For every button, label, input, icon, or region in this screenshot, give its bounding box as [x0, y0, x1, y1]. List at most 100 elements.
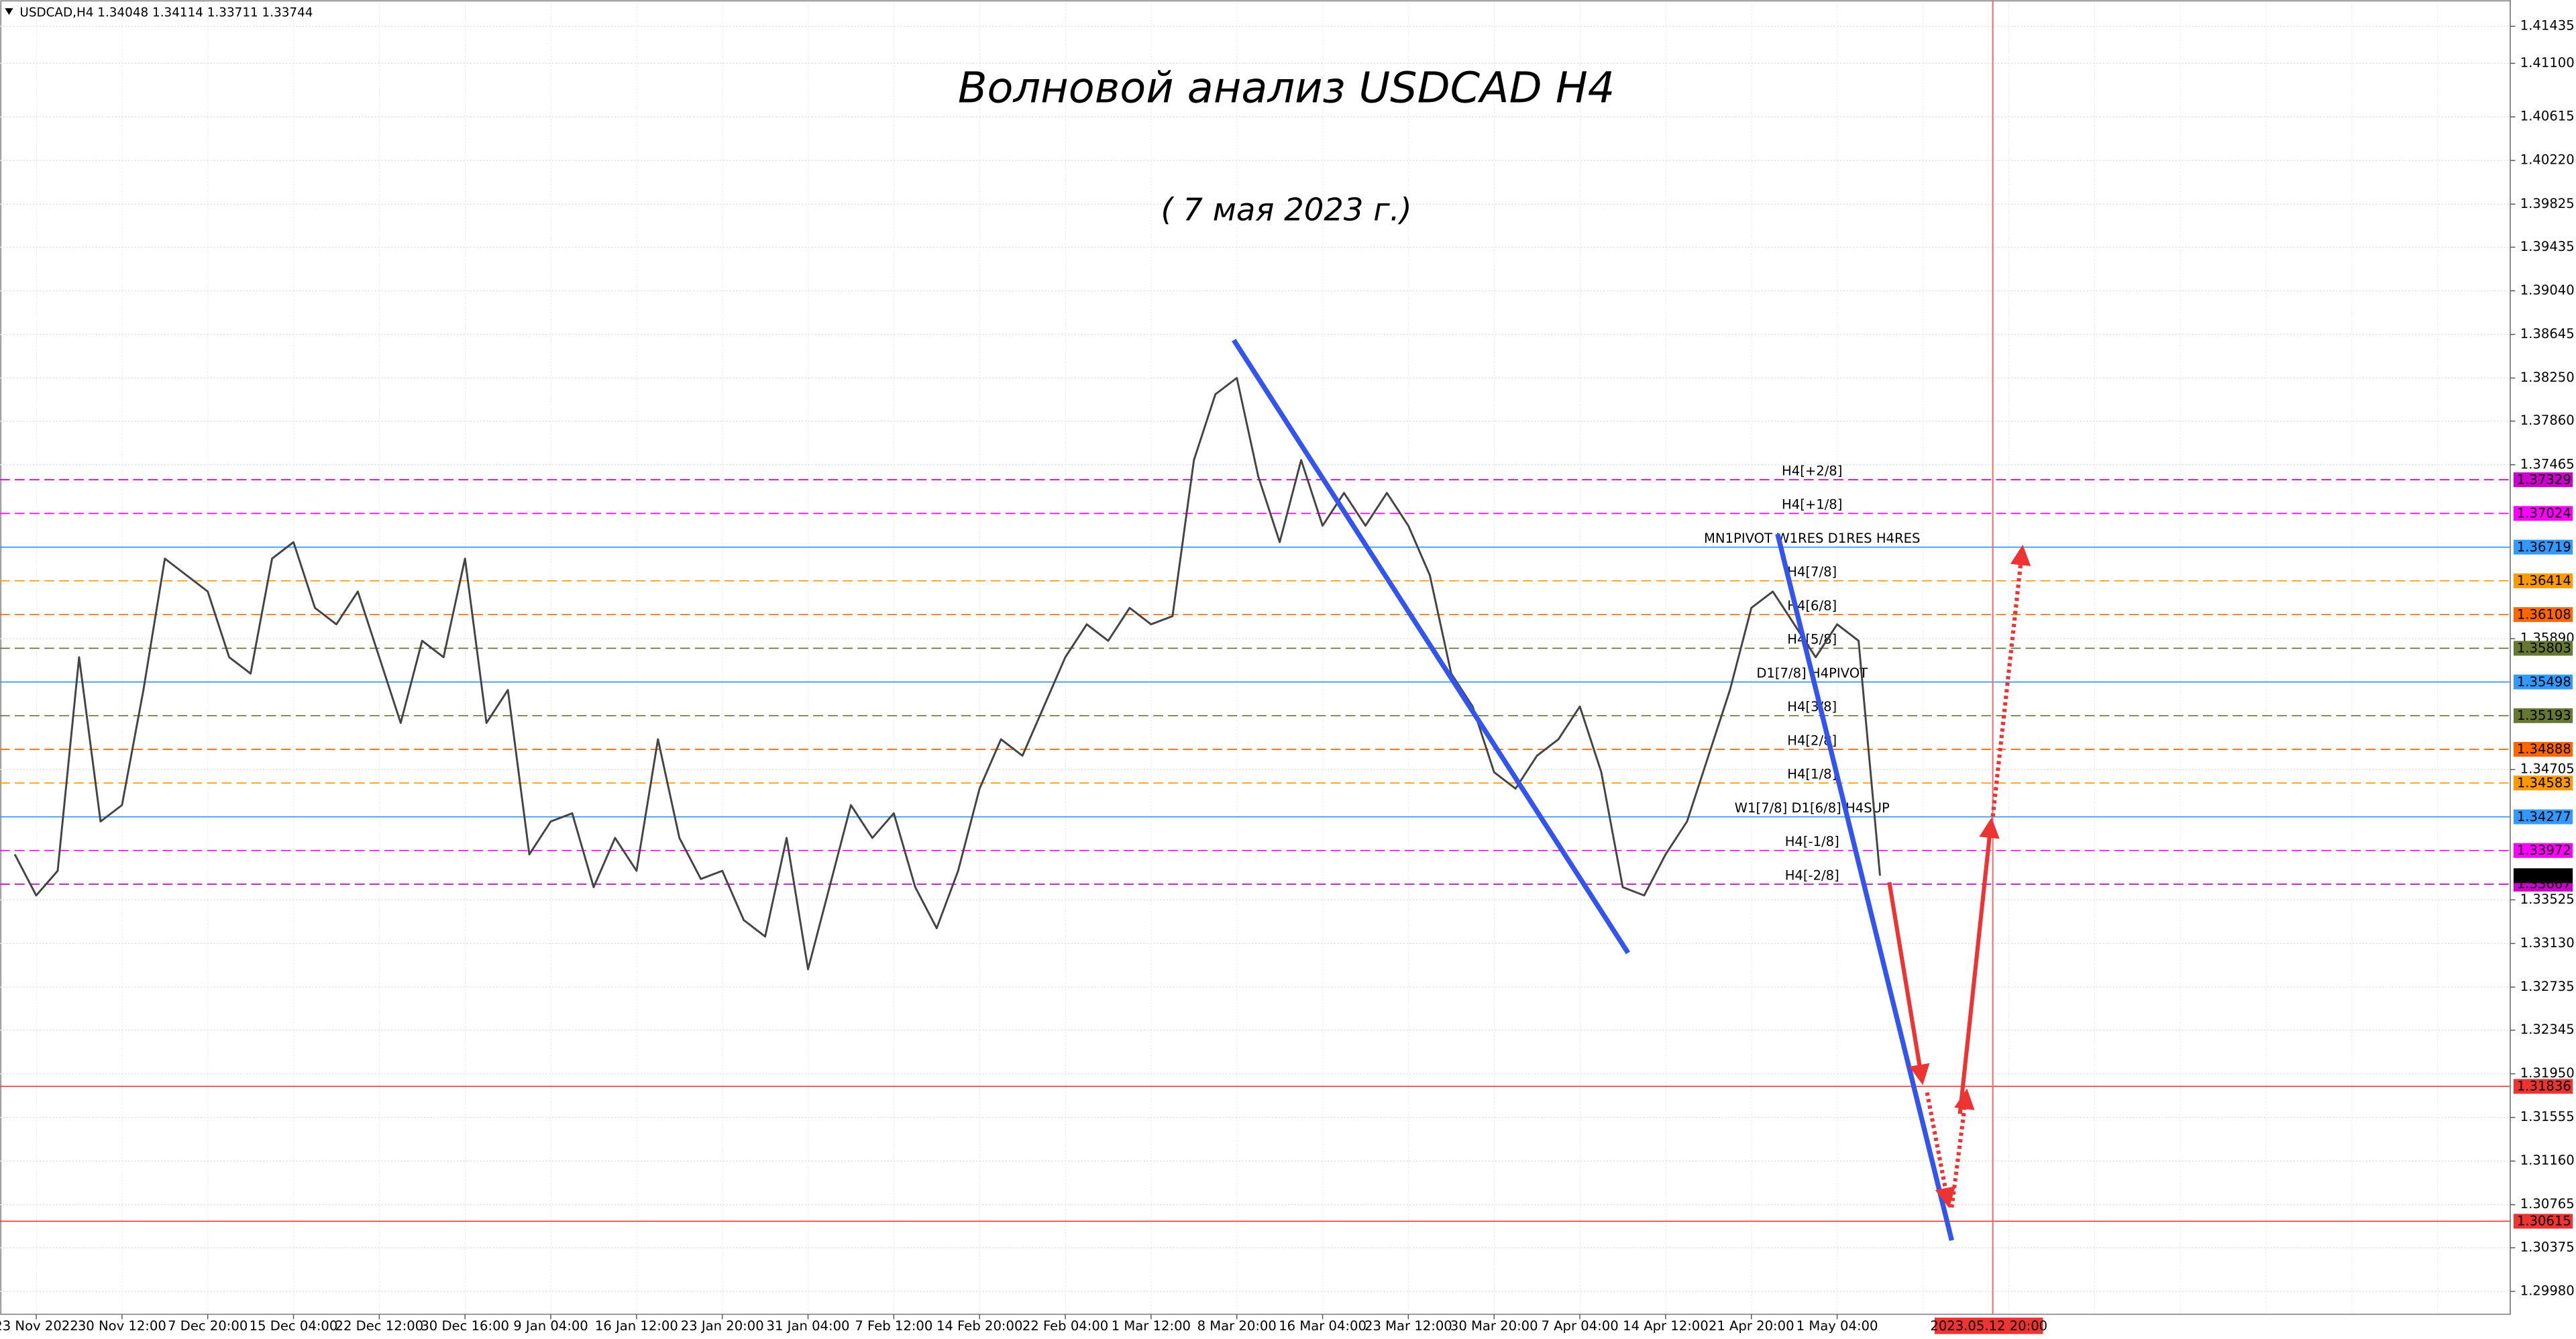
x-tick-label: 30 Dec 16:00 [421, 1318, 509, 1334]
x-tick-label: 16 Mar 04:00 [1279, 1318, 1366, 1334]
cursor-date-box [1934, 1318, 2043, 1334]
x-tick-label: 7 Apr 04:00 [1541, 1318, 1618, 1334]
x-tick-label: 7 Feb 12:00 [855, 1318, 932, 1334]
level-price-box [2513, 708, 2573, 723]
x-tick-label: 15 Dec 04:00 [250, 1318, 338, 1334]
x-tick-label: 8 Mar 20:00 [1197, 1318, 1277, 1334]
y-tick-label: 1.39040 [2520, 282, 2575, 298]
forecast-arrow [1925, 1092, 1955, 1209]
level-label: H4[7/8] [1787, 564, 1837, 580]
level-price-label: 1.30615 [2517, 1214, 2571, 1229]
chart-header: USDCAD,H4 1.34048 1.34114 1.33711 1.3374… [19, 6, 313, 20]
level-price-box [2513, 573, 2573, 588]
level-price-label: 1.34888 [2517, 741, 2571, 757]
level-price-label: 1.31836 [2517, 1079, 2571, 1094]
level-price-box [2513, 472, 2573, 488]
level-price-label: 1.36414 [2517, 573, 2571, 588]
x-tick-label: 22 Dec 12:00 [335, 1318, 424, 1334]
level-label: H4[+2/8] [1782, 463, 1842, 478]
y-tick-label: 1.39825 [2520, 196, 2575, 211]
chart-title: Волновой анализ USDCAD H4 [958, 63, 1615, 113]
y-tick-label: 1.40615 [2520, 109, 2575, 124]
x-tick-label: 23 Jan 20:00 [681, 1318, 764, 1334]
level-price-box [2513, 641, 2573, 656]
x-tick-label: 1 Mar 12:00 [1112, 1318, 1191, 1334]
forecast-arrow [1957, 817, 2000, 1114]
level-label: W1[7/8] D1[6/8] H4SUP [1735, 800, 1890, 816]
level-price-box [2513, 674, 2573, 690]
level-label: H4[6/8] [1787, 598, 1837, 613]
forecast-arrow [1887, 881, 1930, 1085]
grid-layer [0, 25, 2511, 1292]
level-price-label: 1.35193 [2517, 708, 2571, 723]
x-tick-label: 1 May 04:00 [1796, 1318, 1878, 1334]
wave-annotations [1232, 338, 2031, 1241]
price-line [13, 376, 1881, 971]
y-tick-label: 1.31950 [2520, 1065, 2575, 1081]
level-label: MN1PIVOT W1RES D1RES H4RES [1704, 531, 1920, 546]
level-price-box [2513, 1079, 2573, 1094]
level-price-box [2513, 1214, 2573, 1229]
level-label: H4[2/8] [1787, 733, 1837, 748]
current-price-box [2513, 868, 2573, 883]
level-price-label: 1.36719 [2517, 539, 2571, 555]
wave-line [1232, 338, 1631, 955]
y-tick-label: 1.38250 [2520, 370, 2575, 385]
forecast-arrow [1990, 544, 2031, 817]
y-tick-label: 1.32345 [2520, 1022, 2575, 1037]
level-layer: H4[+2/8] H4[+1/8] MN1PIVOT W1RES D1RES H4R… [0, 463, 2511, 1222]
price-layer [13, 376, 1881, 971]
level-price-label: 1.37024 [2517, 506, 2571, 521]
level-price-label: 1.37329 [2517, 472, 2571, 487]
y-tick-label: 1.33130 [2520, 935, 2575, 951]
x-tick-label: 22 Feb 04:00 [1022, 1318, 1108, 1334]
y-tick-label: 1.31555 [2520, 1109, 2575, 1124]
chart-subtitle: ( 7 мая 2023 г.) [1161, 191, 1411, 227]
level-price-box [2513, 607, 2573, 623]
x-tick-label: 16 Jan 12:00 [595, 1318, 678, 1334]
y-tick-label: 1.32735 [2520, 979, 2575, 994]
x-tick-label: 30 Nov 12:00 [78, 1318, 166, 1334]
level-price-box [2513, 843, 2573, 858]
y-tick-label: 1.41100 [2520, 55, 2575, 70]
x-tick-label: 23 Nov 2022 [0, 1318, 78, 1334]
x-tick-label: 31 Jan 04:00 [767, 1318, 850, 1334]
level-label: H4[1/8] [1787, 766, 1837, 782]
level-price-label: 1.33972 [2517, 843, 2571, 858]
y-tick-label: 1.41435 [2520, 18, 2575, 34]
level-price-label: 1.34583 [2517, 775, 2571, 790]
x-tick-label: 23 Mar 12:00 [1364, 1318, 1452, 1334]
level-price-box [2513, 539, 2573, 555]
x-tick-label: 30 Mar 20:00 [1450, 1318, 1538, 1334]
y-tick-label: 1.30765 [2520, 1196, 2575, 1212]
level-label: H4[+1/8] [1782, 497, 1842, 513]
x-tick-label: 9 Jan 04:00 [513, 1318, 588, 1334]
y-tick-label: 1.29980 [2520, 1283, 2575, 1298]
level-price-box [2513, 741, 2573, 757]
x-tick-label: 14 Apr 12:00 [1623, 1318, 1709, 1334]
x-tick-label: 21 Apr 20:00 [1709, 1318, 1794, 1334]
y-tick-label: 1.37860 [2520, 413, 2575, 428]
level-price-box [2513, 809, 2573, 824]
level-price-label: 1.36108 [2517, 606, 2571, 622]
x-tick-label: 14 Feb 20:00 [936, 1318, 1022, 1334]
y-tick-label: 1.37465 [2520, 456, 2575, 472]
level-label: H4[5/8] [1787, 632, 1837, 647]
level-price-label: 1.35498 [2517, 674, 2571, 690]
y-tick-label: 1.31160 [2520, 1153, 2575, 1168]
level-label: H4[-1/8] [1785, 834, 1839, 849]
wave-line [1775, 533, 1954, 1241]
current-price-label: 1.33744 [2517, 868, 2571, 883]
y-tick-label: 1.30375 [2520, 1239, 2575, 1254]
y-tick-label: 1.33525 [2520, 892, 2575, 907]
level-price-box [2513, 506, 2573, 521]
level-label: H4[-2/8] [1785, 867, 1839, 883]
level-price-label: 1.34277 [2517, 809, 2571, 824]
header-icon [5, 8, 13, 15]
y-tick-label: 1.38645 [2520, 326, 2575, 341]
y-tick-label: 1.39435 [2520, 239, 2575, 254]
y-tick-label: 1.40220 [2520, 152, 2575, 168]
cursor-date-label: 2023.05.12 20:00 [1930, 1318, 2047, 1334]
